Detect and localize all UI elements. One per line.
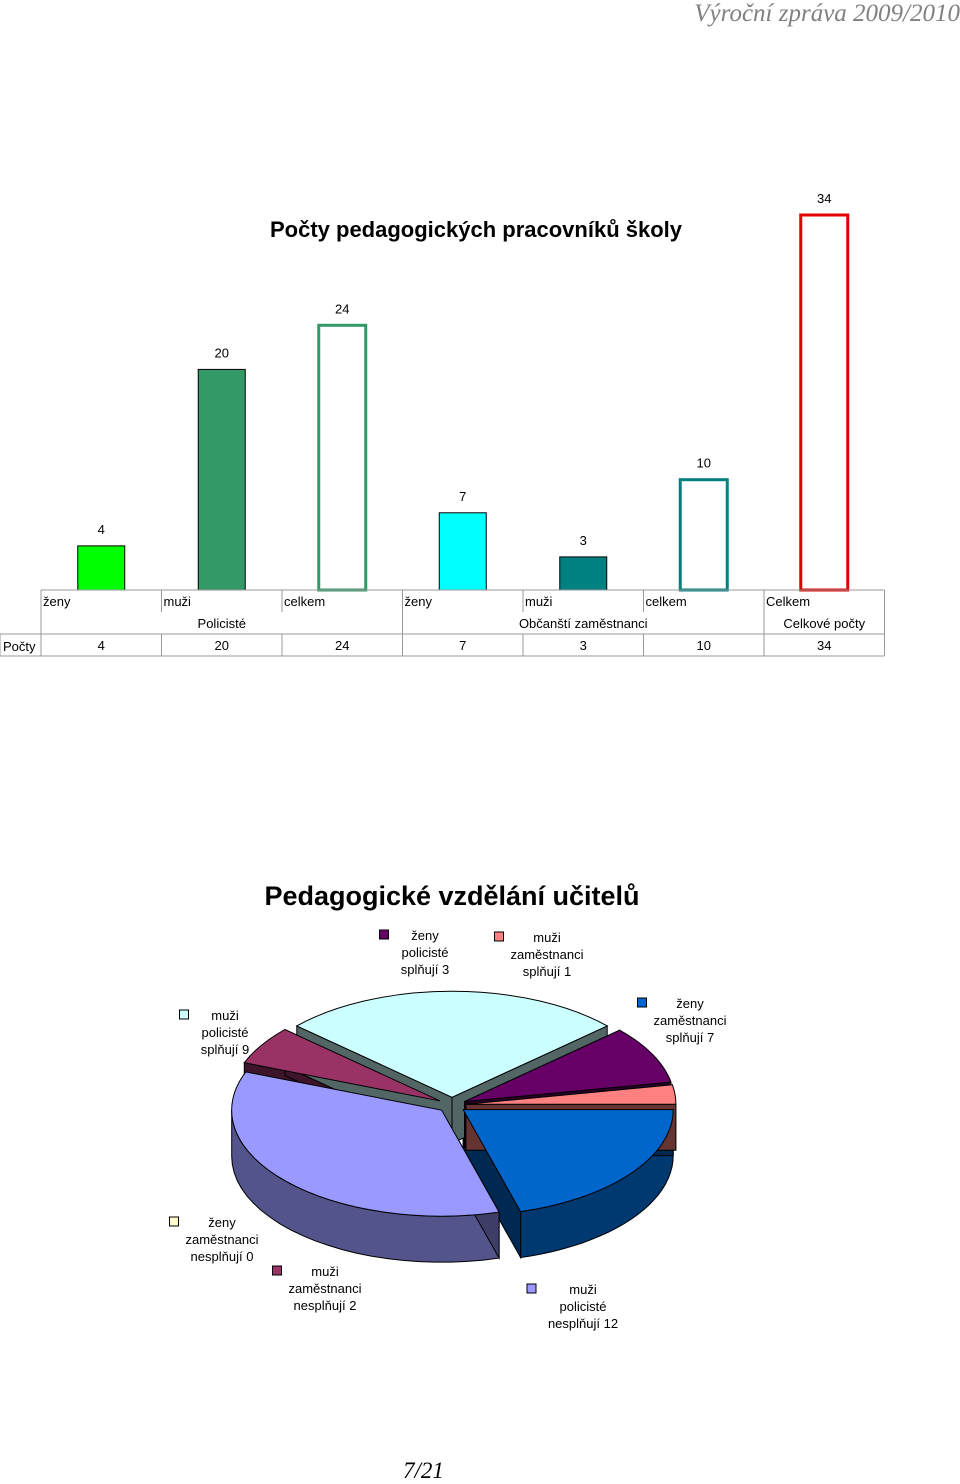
pie-label-line: policisté [202, 1025, 249, 1040]
pie-label: ženy policisté splňují 3 [379, 928, 449, 977]
bar-chart-title: Počty pedagogických pracovníků školy [270, 217, 683, 242]
table-group-label: Občanští zaměstnanci [519, 616, 648, 631]
legend-swatch [272, 1265, 282, 1276]
bar-value-label: 34 [817, 191, 831, 206]
legend-swatch [169, 1216, 179, 1227]
table-series-name: Počty [3, 639, 36, 654]
pie-label-line: policisté [402, 945, 449, 960]
pie-slice [231, 1071, 500, 1217]
legend-swatch [179, 1009, 189, 1020]
pie-slice [465, 1084, 677, 1105]
bar-value-label: 3 [580, 533, 587, 548]
pie-label-line: muži [533, 930, 561, 945]
document-header: Výroční zpráva 2009/2010 [694, 0, 960, 27]
pie-label: muži zaměstnanci splňují 1 [494, 930, 584, 979]
table-category-label: ženy [43, 594, 71, 609]
pie-label-line: splňují 9 [201, 1042, 249, 1057]
bar-1 [77, 545, 126, 591]
pie-label-line: splňují 3 [401, 962, 449, 977]
pie-label-line: ženy [208, 1215, 236, 1230]
pie-label-line: ženy [411, 928, 439, 943]
table-value: 3 [580, 638, 587, 653]
pie-label-line: nesplňují 2 [294, 1298, 357, 1313]
table-category-label: celkem [646, 594, 687, 609]
pie-label-line: nesplňují 0 [191, 1249, 254, 1264]
table-category-label: muži [525, 594, 553, 609]
bar-4 [438, 512, 487, 591]
staff-count-bar-chart: Počty pedagogických pracovníků školy 4 20… [0, 191, 885, 657]
bar-3 [317, 323, 368, 592]
legend-swatch [379, 929, 389, 940]
pie-label-line: zaměstnanci [289, 1281, 362, 1296]
bar-5 [559, 556, 608, 591]
table-category-label: muži [164, 594, 192, 609]
pie-chart-title: Pedagogické vzdělání učitelů [264, 881, 639, 911]
bar-value-label: 4 [98, 522, 105, 537]
bar-value-label: 20 [215, 345, 229, 360]
pie-label: ženy zaměstnanci splňují 7 [637, 996, 727, 1045]
table-category-label: ženy [405, 594, 433, 609]
data-table: Policisté Občanští zaměstnanci Celkové poč… [0, 589, 885, 657]
table-value: 7 [459, 638, 466, 653]
pie-slices [231, 990, 677, 1263]
pie-label-line: zaměstnanci [511, 947, 584, 962]
bar-7 [799, 213, 850, 592]
legend-swatch [526, 1283, 537, 1294]
pie-label-line: zaměstnanci [186, 1232, 259, 1247]
table-value: 10 [697, 638, 711, 653]
bar-value-label: 10 [697, 456, 711, 471]
pie-slice [243, 1028, 441, 1102]
pie-label-line: ženy [676, 996, 704, 1011]
bar-series [77, 213, 850, 592]
table-value: 34 [817, 638, 831, 653]
bar-value-labels: 4 20 24 7 3 10 34 [98, 191, 832, 548]
pie-label: ženy zaměstnanci nesplňují 0 [169, 1215, 259, 1264]
table-category-label: celkem [284, 594, 325, 609]
table-value: 20 [215, 638, 229, 653]
pie-label-line: zaměstnanci [654, 1013, 727, 1028]
pie-label-line: splňují 1 [523, 964, 571, 979]
table-group-label: Celkové počty [783, 616, 865, 631]
legend-swatch [494, 931, 504, 942]
bar-6 [678, 478, 729, 592]
bar-2 [197, 368, 246, 591]
bar-value-label: 24 [335, 301, 349, 316]
pie-label-line: nesplňují 12 [548, 1316, 618, 1331]
pie-label-line: policisté [560, 1299, 607, 1314]
table-value: 4 [98, 638, 105, 653]
pie-label-line: muži [311, 1264, 339, 1279]
pie-label: muži policisté nesplňují 12 [526, 1282, 618, 1331]
page-number: 7/21 [403, 1458, 444, 1483]
pie-legend-labels: ženy zaměstnanci splňují 7 muži policisté nes… [169, 928, 727, 1331]
pie-label-line: muži [569, 1282, 597, 1297]
education-pie-chart: Pedagogické vzdělání učitelů ženy zaměstn… [169, 881, 727, 1331]
bar-value-label: 7 [459, 489, 466, 504]
pie-label-line: splňují 7 [666, 1030, 714, 1045]
table-value: 24 [335, 638, 349, 653]
pie-label-line: muži [211, 1008, 239, 1023]
pie-slice [295, 990, 609, 1098]
pie-label: muži policisté splňují 9 [179, 1008, 249, 1057]
table-category-label: Celkem [766, 594, 810, 609]
pie-slice [462, 1109, 674, 1213]
pie-label: muži zaměstnanci nesplňují 2 [272, 1264, 362, 1313]
pie-slice [464, 1029, 672, 1103]
legend-swatch [637, 997, 647, 1008]
table-group-label: Policisté [198, 616, 246, 631]
